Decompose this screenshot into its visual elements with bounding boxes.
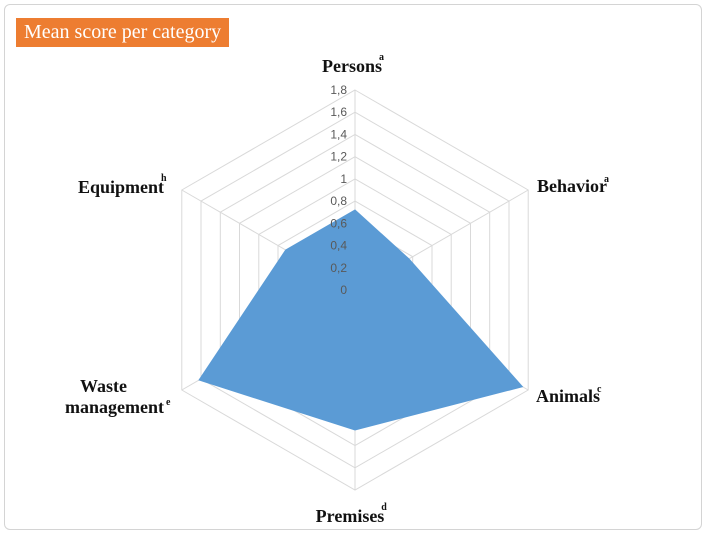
tick-label: 0,6: [330, 216, 347, 230]
category-superscript: a: [604, 174, 609, 185]
tick-label: 1,4: [330, 127, 347, 141]
area-layer: [198, 209, 524, 431]
tick-label: 0: [340, 283, 347, 297]
category-label-text: Equipment: [78, 177, 164, 197]
category-label: Waste management e: [65, 376, 171, 417]
category-superscript: e: [166, 397, 171, 408]
category-label-text: Premises: [316, 506, 385, 526]
category-superscript: a: [379, 52, 384, 63]
tick-label: 0,4: [330, 239, 347, 253]
tick-label: 0,2: [330, 261, 347, 275]
tick-label: 1,2: [330, 150, 347, 164]
tick-label: 0,8: [330, 194, 347, 208]
category-label-text: Persons: [322, 56, 382, 76]
category-label-text: Waste management: [65, 376, 164, 417]
category-superscript: h: [161, 173, 167, 184]
category-label-text: Animals: [536, 386, 600, 406]
category-label-text: Behavior: [537, 176, 607, 196]
tick-label: 1,8: [330, 83, 347, 97]
category-superscript: c: [597, 384, 602, 395]
chart-title: Mean score per category: [16, 18, 230, 47]
tick-label: 1,6: [330, 105, 347, 119]
data-area: [198, 209, 524, 431]
tick-label: 1: [340, 172, 347, 186]
tick-labels: 0 0,2 0,4 0,6 0,8 1 1,2 1,4 1,6 1,8: [330, 83, 347, 297]
category-superscript: d: [381, 502, 387, 513]
